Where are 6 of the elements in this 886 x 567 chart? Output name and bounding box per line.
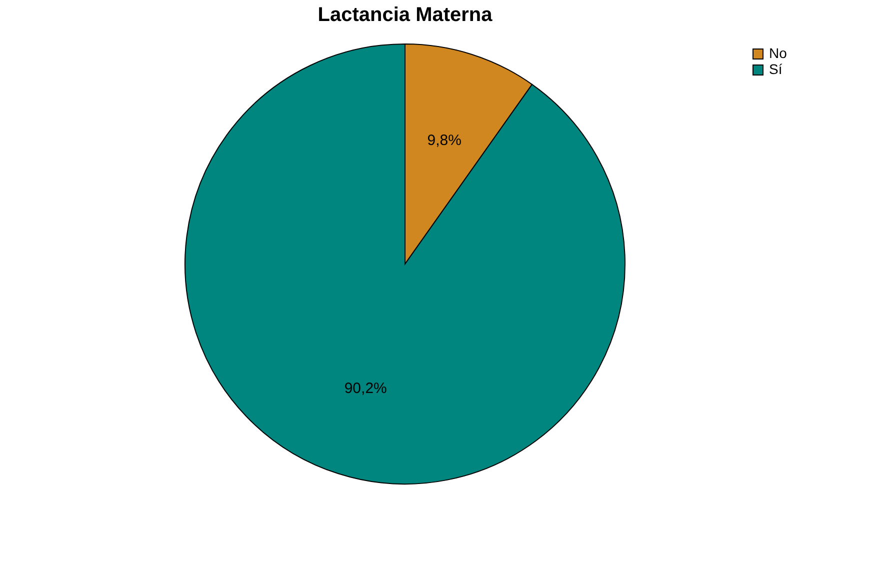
data-label: 90,2%: [344, 380, 387, 397]
pie-slice: [184, 44, 626, 484]
chart-title: Lactancia Materna: [318, 4, 494, 26]
data-label: 9,8%: [427, 132, 462, 150]
legend-label: No: [769, 45, 788, 61]
legend-label: Sí: [769, 61, 782, 77]
